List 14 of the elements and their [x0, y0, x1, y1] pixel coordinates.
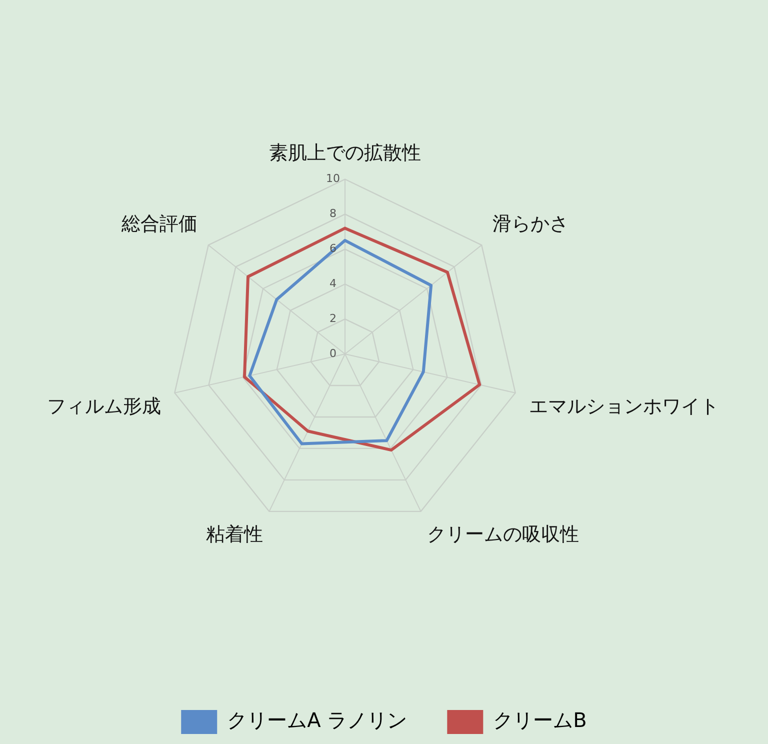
y-tick-label: 8 — [330, 207, 336, 220]
y-tick-label: 0 — [330, 346, 336, 360]
spoke-label: クリームの吸収性 — [426, 523, 579, 546]
legend-label: クリームA ラノリン — [227, 708, 408, 732]
spoke-label: 粘着性 — [206, 523, 264, 546]
spoke-label: エマルションホワイト — [529, 395, 719, 418]
legend-label: クリームB — [493, 708, 587, 732]
y-tick-label: 10 — [326, 172, 340, 186]
spoke-label: フィルム形成 — [47, 395, 161, 418]
y-tick-label: 4 — [330, 276, 336, 290]
spoke-label: 素肌上での拡散性 — [269, 142, 421, 164]
y-tick-label: 2 — [330, 312, 336, 325]
spoke-label: 総合評価 — [120, 212, 198, 235]
spoke-label: 滑らかさ — [492, 212, 569, 235]
